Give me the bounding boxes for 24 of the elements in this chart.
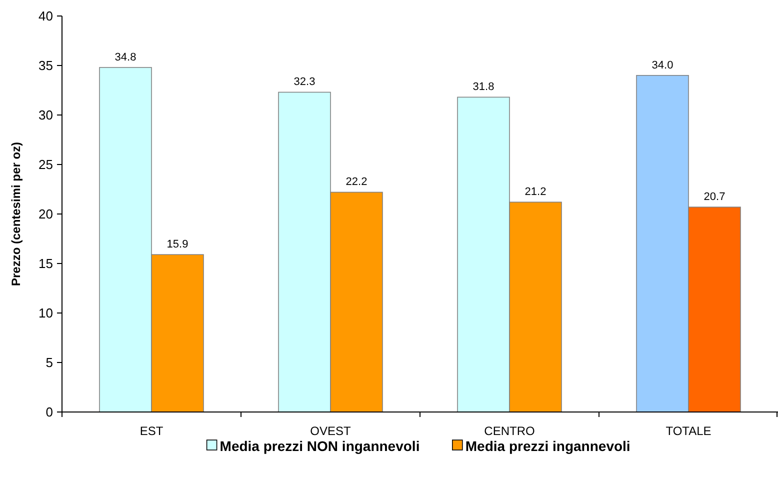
y-tick-label: 40 bbox=[38, 8, 53, 24]
y-tick-label: 25 bbox=[38, 157, 53, 172]
y-tick-label: 35 bbox=[38, 58, 53, 74]
y-tick-label: 5 bbox=[46, 355, 53, 370]
y-tick-label: 10 bbox=[38, 306, 53, 321]
data-label: 22.2 bbox=[346, 176, 368, 188]
y-tick-label: 0 bbox=[46, 404, 53, 420]
x-tick-label: OVEST bbox=[310, 424, 352, 438]
y-tick-label: 30 bbox=[38, 108, 53, 123]
data-label: 34.8 bbox=[114, 51, 136, 64]
x-tick-label: CENTRO bbox=[484, 424, 535, 438]
data-label: 15.9 bbox=[166, 238, 188, 251]
data-label: 20.7 bbox=[704, 191, 726, 204]
legend-label: Media prezzi NON ingannevoli bbox=[220, 438, 420, 454]
legend-label: Media prezzi ingannevoli bbox=[465, 438, 630, 454]
y-tick-label: 15 bbox=[38, 256, 53, 272]
data-label: 21.2 bbox=[524, 186, 546, 198]
x-tick-label: TOTALE bbox=[666, 424, 712, 438]
y-axis-title: Prezzo (centesimi per oz) bbox=[9, 142, 23, 286]
data-label: 34.0 bbox=[652, 59, 674, 72]
data-label: 31.8 bbox=[472, 81, 494, 94]
x-tick-label: EST bbox=[140, 424, 164, 438]
data-label: 32.3 bbox=[294, 76, 316, 88]
y-tick-label: 20 bbox=[38, 206, 53, 222]
